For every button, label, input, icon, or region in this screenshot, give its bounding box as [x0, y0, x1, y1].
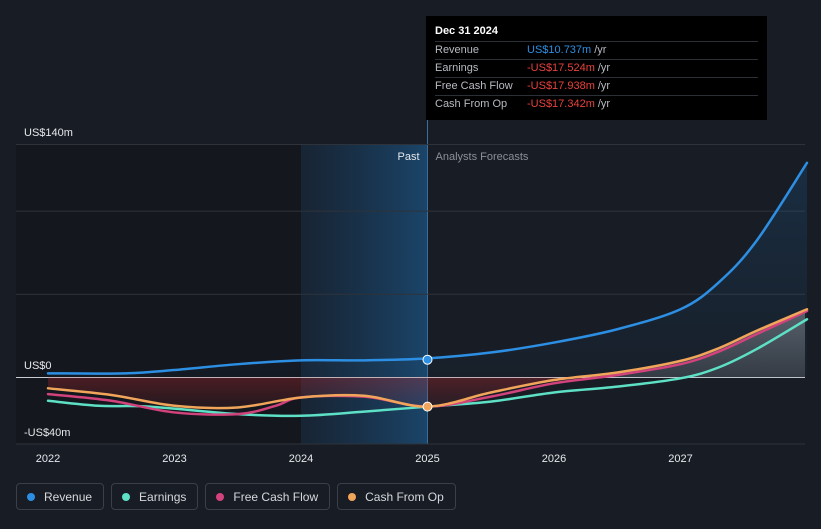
legend-label: Earnings	[139, 489, 187, 504]
revenue-line	[46, 161, 809, 375]
x-tick-label: 2022	[36, 453, 60, 465]
cash-from-op-line	[46, 308, 809, 410]
legend-label: Cash From Op	[365, 489, 444, 504]
legend-item-cash-from-op[interactable]: Cash From Op	[337, 483, 456, 510]
tooltip-unit: /yr	[597, 80, 611, 92]
legend-dot-icon	[216, 492, 225, 501]
tooltip-value: -US$17.342m	[527, 98, 595, 110]
tooltip-value: -US$17.524m	[527, 62, 595, 74]
tooltip-row-revenue: Revenue US$10.737m /yr	[435, 41, 758, 59]
legend-item-earnings[interactable]: Earnings	[111, 483, 199, 510]
forecast-label: Analysts Forecasts	[436, 151, 529, 163]
tooltip-value: -US$17.938m	[527, 80, 595, 92]
tooltip-row-cash-from-op: Cash From Op -US$17.342m /yr	[435, 95, 758, 113]
tooltip-label: Cash From Op	[435, 98, 508, 110]
past-label: Past	[397, 151, 419, 163]
cash-from-op-marker	[422, 401, 433, 412]
tooltip: Dec 31 2024 Revenue US$10.737m /yr Earni…	[426, 16, 767, 120]
y-tick-label: US$0	[24, 360, 52, 372]
legend-dot-icon	[27, 492, 35, 501]
revenue-marker	[422, 354, 433, 365]
tooltip-label: Free Cash Flow	[435, 80, 513, 92]
legend-dot-icon	[348, 492, 357, 501]
tooltip-unit: /yr	[597, 98, 611, 110]
legend-dot-icon	[122, 492, 131, 501]
legend-item-revenue[interactable]: Revenue	[16, 483, 105, 510]
x-tick-label: 2023	[162, 453, 186, 465]
x-tick-label: 2024	[289, 453, 313, 465]
y-tick-label: US$140m	[24, 127, 73, 139]
tooltip-date: Dec 31 2024	[435, 25, 498, 37]
tooltip-row-earnings: Earnings -US$17.524m /yr	[435, 59, 758, 77]
x-tick-label: 2027	[668, 453, 692, 465]
positive-area	[48, 310, 805, 378]
legend-label: Revenue	[44, 489, 93, 504]
tooltip-unit: /yr	[594, 44, 607, 56]
tooltip-row-free-cash-flow: Free Cash Flow -US$17.938m /yr	[435, 77, 758, 95]
legend-label: Free Cash Flow	[233, 489, 319, 504]
negative-area	[48, 377, 805, 409]
tooltip-value: US$10.737m	[527, 44, 592, 56]
tooltip-unit: /yr	[597, 62, 611, 74]
legend: Revenue Earnings Free Cash Flow Cash Fro…	[16, 483, 456, 510]
y-tick-label: -US$40m	[24, 427, 70, 439]
tooltip-label: Earnings	[435, 62, 479, 74]
x-tick-label: 2025	[415, 453, 439, 465]
tooltip-label: Revenue	[435, 44, 480, 56]
x-tick-label: 2026	[542, 453, 566, 465]
legend-item-free-cash-flow[interactable]: Free Cash Flow	[205, 483, 331, 510]
